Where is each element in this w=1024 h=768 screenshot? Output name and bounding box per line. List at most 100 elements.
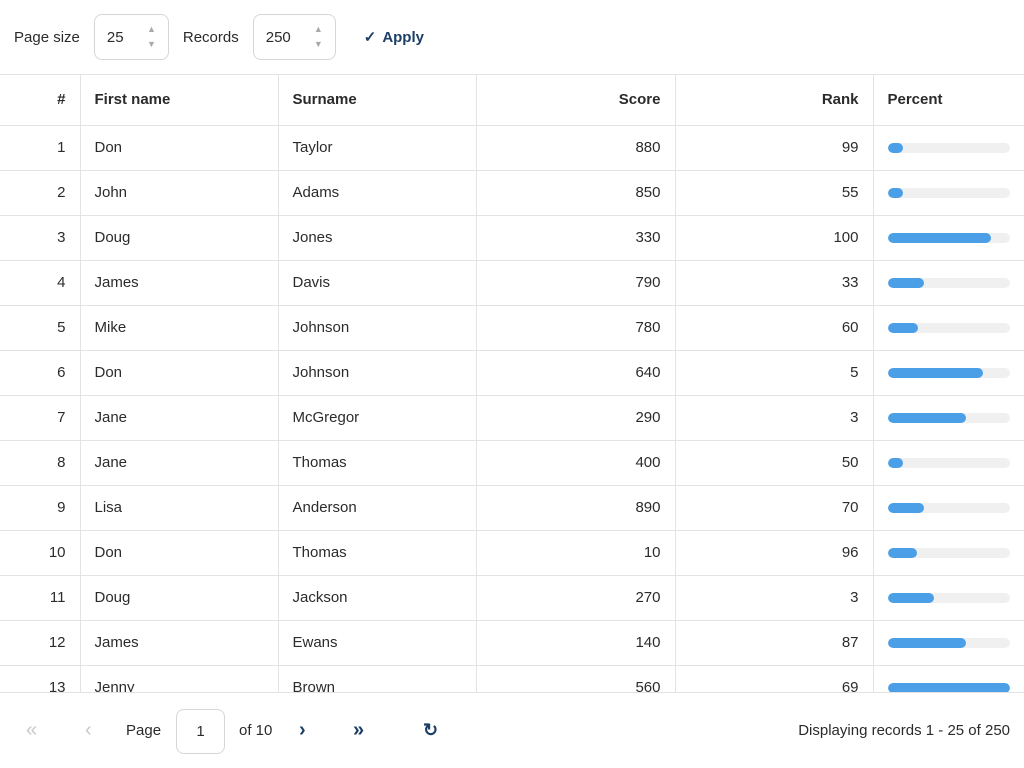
cell-score: 330 [476, 215, 676, 261]
first-page-button[interactable]: « [26, 719, 38, 741]
cell-first-name: James [80, 260, 279, 306]
last-page-button[interactable]: » [353, 719, 365, 741]
increment-icon[interactable]: ▲ [146, 24, 156, 34]
table-row[interactable]: 1 Don Taylor 880 99 [0, 125, 1024, 171]
pagination-bar: « ‹ Page 1 of 10 › » ↻ Displaying record… [0, 693, 1024, 768]
decrement-icon[interactable]: ▼ [146, 39, 156, 49]
table-row[interactable]: 12 James Ewans 140 87 [0, 620, 1024, 666]
cell-number: 11 [0, 575, 81, 621]
page-number-input[interactable]: 1 [176, 709, 225, 754]
cell-rank: 3 [675, 575, 874, 621]
table-row[interactable]: 5 Mike Johnson 780 60 [0, 305, 1024, 351]
cell-first-name: Mike [80, 305, 279, 351]
increment-icon[interactable]: ▲ [313, 24, 323, 34]
cell-number: 8 [0, 440, 81, 486]
percent-bar [887, 502, 1010, 513]
cell-first-name: Jane [80, 395, 279, 441]
apply-label: Apply [382, 28, 424, 46]
cell-percent [873, 305, 1024, 351]
column-header-first-name[interactable]: First name [80, 75, 279, 126]
percent-bar-fill [887, 232, 992, 243]
table-row[interactable]: 2 John Adams 850 55 [0, 170, 1024, 216]
table-row[interactable]: 13 Jenny Brown 560 69 [0, 665, 1024, 692]
cell-percent [873, 125, 1024, 171]
column-header-surname[interactable]: Surname [278, 75, 477, 126]
decrement-icon[interactable]: ▼ [313, 39, 323, 49]
cell-percent [873, 215, 1024, 261]
percent-bar-fill [887, 322, 918, 333]
cell-surname: Johnson [278, 350, 477, 396]
cell-first-name: Don [80, 125, 279, 171]
cell-percent [873, 530, 1024, 576]
table-row[interactable]: 8 Jane Thomas 400 50 [0, 440, 1024, 486]
column-header-rank[interactable]: Rank [675, 75, 874, 126]
cell-score: 640 [476, 350, 676, 396]
table-row[interactable]: 4 James Davis 790 33 [0, 260, 1024, 306]
data-grid: # First name Surname Score Rank Percent … [0, 75, 1024, 693]
previous-page-button[interactable]: ‹ [85, 719, 92, 741]
cell-score: 780 [476, 305, 676, 351]
cell-first-name: Lisa [80, 485, 279, 531]
cell-rank: 99 [675, 125, 874, 171]
cell-score: 290 [476, 395, 676, 441]
cell-score: 560 [476, 665, 676, 692]
cell-percent [873, 260, 1024, 306]
cell-first-name: Don [80, 350, 279, 396]
records-value: 250 [265, 28, 291, 46]
cell-rank: 3 [675, 395, 874, 441]
apply-button[interactable]: ✓ Apply [364, 28, 424, 47]
page-label: Page [126, 722, 162, 739]
table-row[interactable]: 3 Doug Jones 330 100 [0, 215, 1024, 261]
percent-bar-fill [887, 367, 983, 378]
cell-rank: 60 [675, 305, 874, 351]
cell-number: 4 [0, 260, 81, 306]
table-row[interactable]: 9 Lisa Anderson 890 70 [0, 485, 1024, 531]
cell-surname: Davis [278, 260, 477, 306]
cell-surname: Adams [278, 170, 477, 216]
cell-number: 1 [0, 125, 81, 171]
records-label: Records [182, 28, 239, 46]
table-row[interactable]: 10 Don Thomas 10 96 [0, 530, 1024, 576]
column-header-percent[interactable]: Percent [873, 75, 1024, 126]
next-page-button[interactable]: › [299, 719, 306, 741]
table-row[interactable]: 11 Doug Jackson 270 3 [0, 575, 1024, 621]
percent-bar [887, 277, 1010, 288]
percent-bar-fill [887, 547, 917, 558]
cell-number: 12 [0, 620, 81, 666]
percent-bar-fill [887, 412, 966, 423]
cell-score: 890 [476, 485, 676, 531]
percent-bar [887, 457, 1010, 468]
records-stepper[interactable]: 250 ▲ ▼ [252, 14, 336, 60]
cell-surname: Jackson [278, 575, 477, 621]
cell-first-name: Jane [80, 440, 279, 486]
page-size-label: Page size [14, 28, 80, 46]
cell-percent [873, 665, 1024, 692]
column-header-number[interactable]: # [0, 75, 81, 126]
cell-first-name: Doug [80, 215, 279, 261]
toolbar: Page size 25 ▲ ▼ Records 250 ▲ ▼ ✓ Apply [0, 0, 1024, 75]
percent-bar [887, 592, 1010, 603]
percent-bar-fill [887, 142, 904, 153]
cell-surname: McGregor [278, 395, 477, 441]
refresh-icon[interactable]: ↻ [423, 720, 439, 740]
cell-number: 10 [0, 530, 81, 576]
cell-number: 9 [0, 485, 81, 531]
percent-bar [887, 682, 1010, 692]
table-row[interactable]: 6 Don Johnson 640 5 [0, 350, 1024, 396]
cell-score: 270 [476, 575, 676, 621]
page-size-stepper[interactable]: 25 ▲ ▼ [93, 14, 169, 60]
percent-bar-fill [887, 187, 904, 198]
cell-number: 3 [0, 215, 81, 261]
column-header-score[interactable]: Score [476, 75, 676, 126]
percent-bar-fill [887, 502, 925, 513]
cell-score: 140 [476, 620, 676, 666]
cell-rank: 50 [675, 440, 874, 486]
cell-first-name: Don [80, 530, 279, 576]
cell-surname: Anderson [278, 485, 477, 531]
cell-rank: 96 [675, 530, 874, 576]
cell-score: 880 [476, 125, 676, 171]
cell-surname: Taylor [278, 125, 477, 171]
table-row[interactable]: 7 Jane McGregor 290 3 [0, 395, 1024, 441]
cell-number: 5 [0, 305, 81, 351]
cell-rank: 5 [675, 350, 874, 396]
